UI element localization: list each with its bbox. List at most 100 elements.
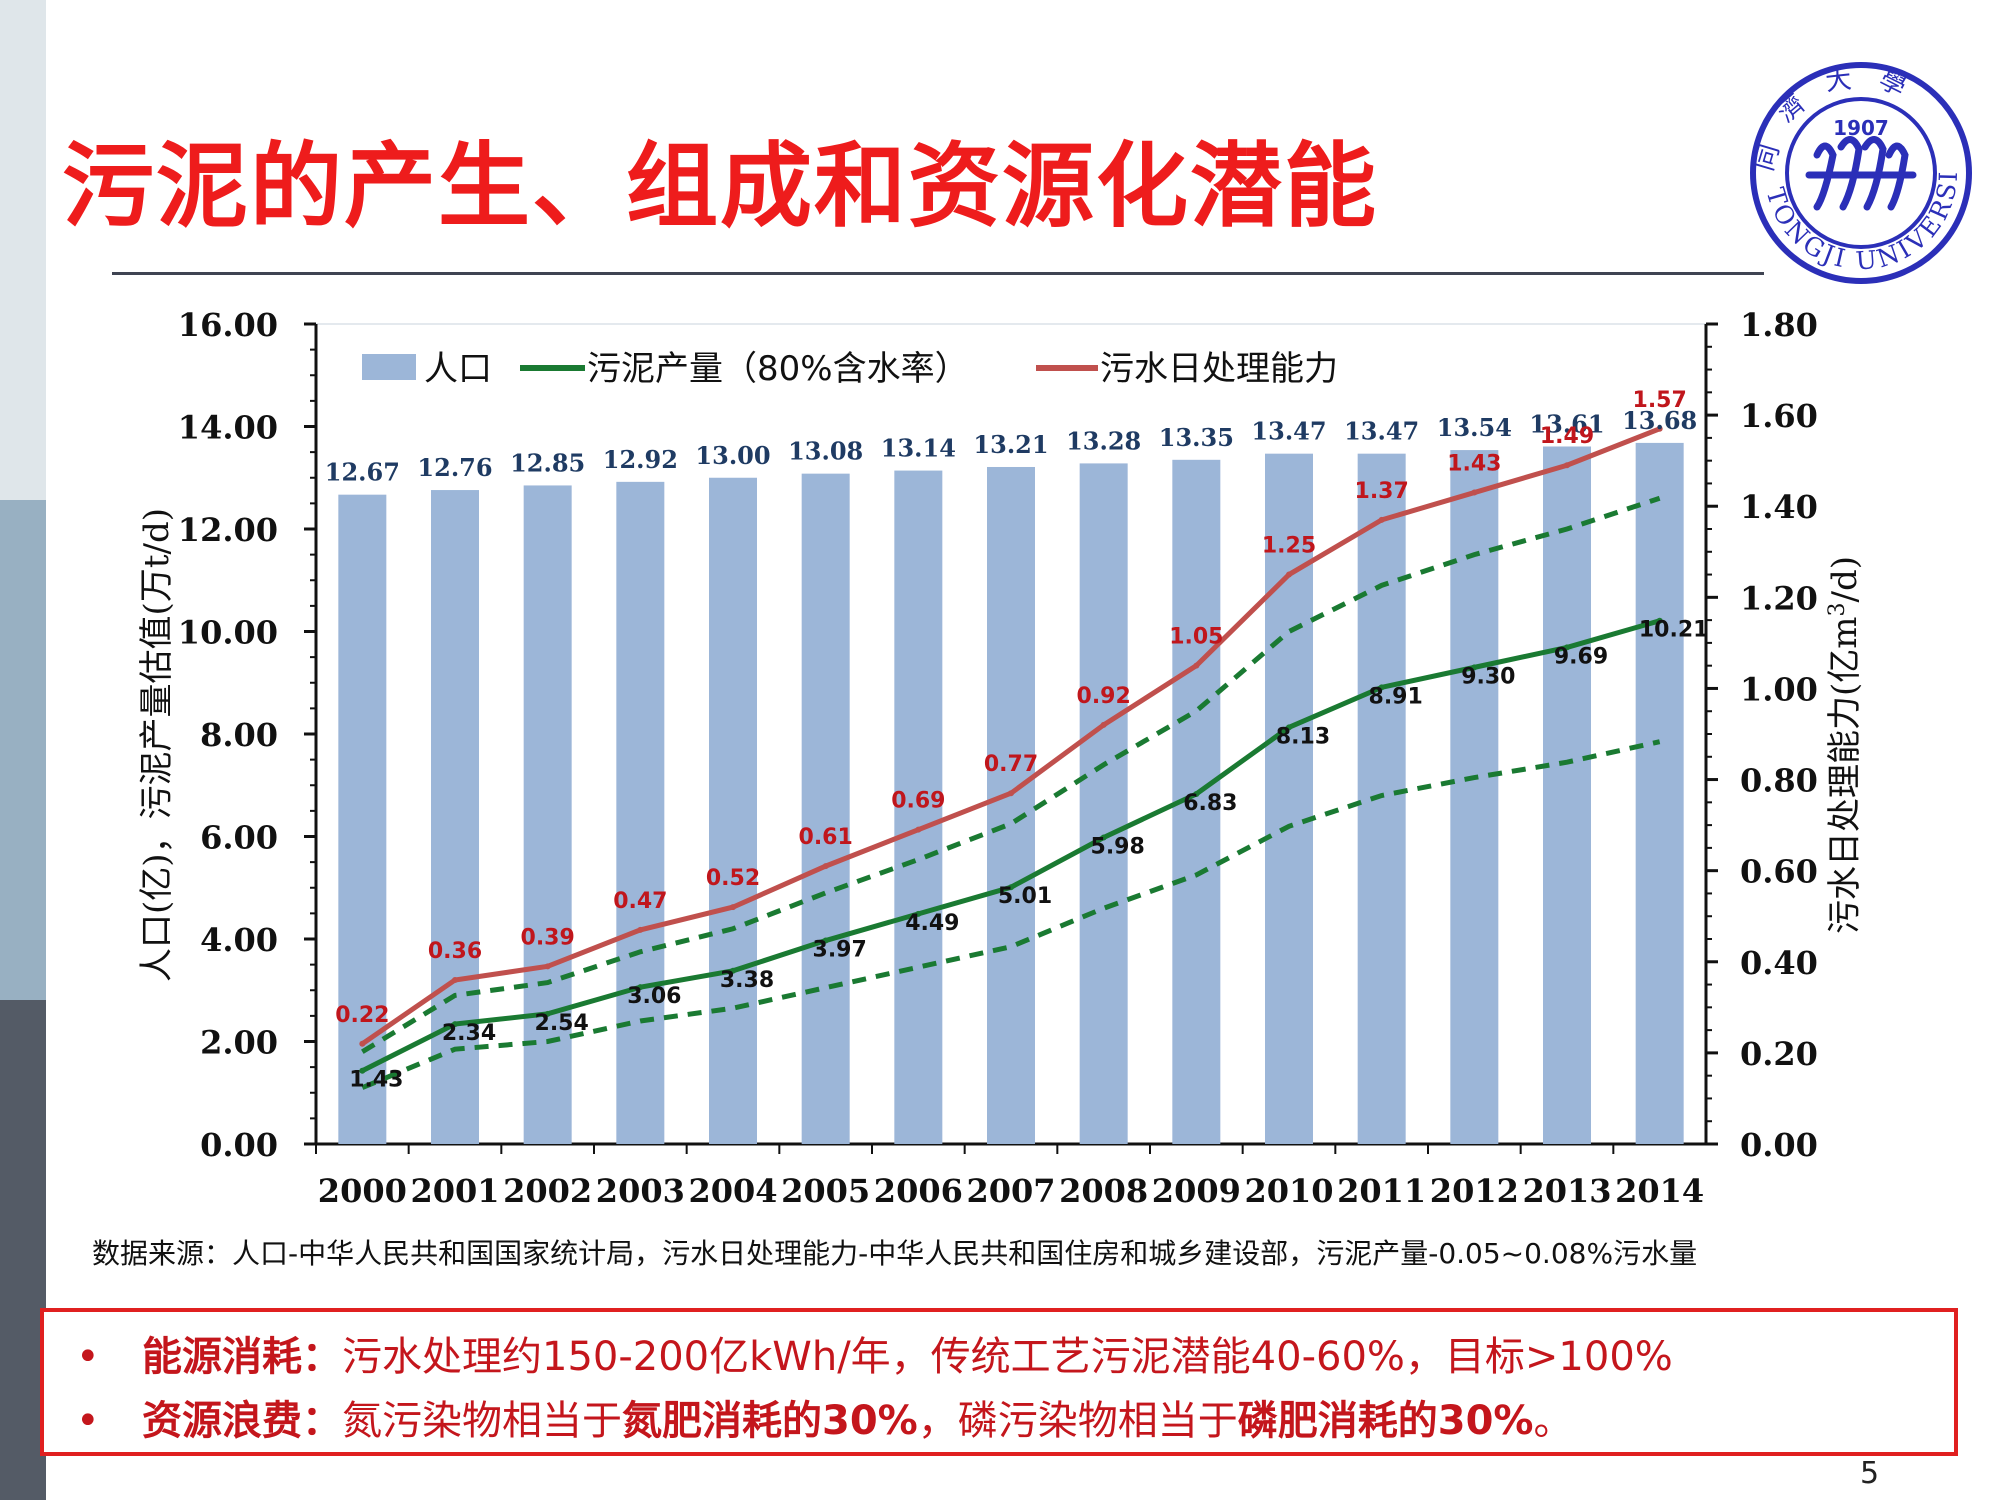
sludge-production-data-label: 8.91	[1369, 684, 1423, 709]
y-left-tick-label: 12.00	[178, 511, 278, 549]
note-resource-bold: 氮肥消耗的30%	[622, 1398, 918, 1444]
y-right-tick-label: 0.80	[1740, 762, 1818, 800]
sewage-capacity-data-label: 1.05	[1169, 625, 1223, 650]
population-data-label: 13.21	[973, 430, 1048, 459]
y-left-tick-label: 6.00	[200, 819, 278, 857]
note-resource: • 资源浪费：氮污染物相当于氮肥消耗的30%，磷污染物相当于磷肥消耗的30%。	[76, 1388, 1574, 1446]
sewage-capacity-data-label: 1.43	[1447, 452, 1501, 477]
sewage-capacity-point	[1378, 516, 1385, 523]
y-right-tick-label: 0.20	[1740, 1035, 1818, 1073]
population-data-label: 13.47	[1251, 417, 1326, 446]
note-resource-bold: 磷肥消耗的30%	[1237, 1398, 1534, 1444]
sludge-production-point	[359, 1067, 366, 1074]
sewage-capacity-data-label: 0.52	[706, 866, 760, 891]
y-left-tick-label: 0.00	[200, 1126, 278, 1164]
sewage-capacity-data-label: 0.69	[891, 789, 945, 814]
sewage-capacity-data-label: 0.61	[799, 825, 853, 850]
x-tick-label: 2008	[1059, 1172, 1148, 1210]
sludge-production-data-label: 5.98	[1091, 835, 1145, 860]
y-right-tick-label: 0.00	[1740, 1126, 1818, 1164]
sludge-lower-bound-line	[361, 739, 1661, 1090]
population-bar	[431, 490, 479, 1144]
population-bar	[709, 477, 757, 1144]
sludge-production-data-label: 8.13	[1276, 724, 1330, 749]
y-left-tick-label: 14.00	[178, 409, 278, 447]
population-bar	[1079, 463, 1128, 1144]
population-bar	[1543, 446, 1591, 1144]
population-data-label: 13.47	[1344, 417, 1419, 446]
y-axis-right-title: 污水日处理能力(亿m3/d)	[1825, 556, 1865, 934]
x-tick-label: 2003	[596, 1172, 685, 1210]
logo-year: 1907	[1833, 116, 1889, 140]
population-bar	[801, 473, 850, 1144]
note-resource-text: ，磷污染物相当于	[917, 1398, 1238, 1444]
legend: 人口 污泥产量（80%含水率） 污水日处理能力	[362, 349, 1338, 389]
sewage-capacity-point	[1100, 721, 1107, 728]
title-divider	[112, 272, 1764, 275]
left-accent-band-bottom	[0, 1000, 46, 1500]
data-source-note: 数据来源：人口-中华人民共和国国家统计局，污水日处理能力-中华人民共和国住房和城…	[92, 1237, 1698, 1270]
legend-label-sewage-capacity: 污水日处理能力	[1100, 349, 1338, 389]
note-resource-text: 氮污染物相当于	[342, 1398, 622, 1444]
population-data-label: 13.28	[1066, 426, 1141, 455]
y-right-tick-label: 1.20	[1740, 579, 1818, 617]
x-tick-label: 2000	[318, 1172, 407, 1210]
population-bar	[1635, 442, 1684, 1144]
population-bar	[1357, 453, 1406, 1145]
sludge-production-point	[1008, 884, 1014, 891]
y-left-tick-label: 4.00	[200, 921, 278, 959]
sewage-capacity-point	[1471, 489, 1478, 496]
population-data-label: 12.67	[325, 458, 400, 487]
sewage-capacity-data-label: 1.37	[1355, 479, 1409, 504]
slide-title: 污泥的产生、组成和资源化潜能	[62, 133, 1379, 240]
sewage-capacity-point	[1008, 790, 1014, 797]
sewage-capacity-point	[637, 926, 644, 933]
sludge-production-point	[1471, 664, 1478, 671]
sludge-production-data-label: 9.30	[1461, 664, 1515, 689]
x-tick-label: 2001	[410, 1172, 499, 1210]
legend-label-population: 人口	[424, 349, 492, 389]
x-tick-label: 2006	[874, 1172, 963, 1210]
population-data-label: 13.68	[1622, 406, 1697, 435]
note-resource-text: 。	[1533, 1398, 1574, 1444]
sludge-production-point	[730, 967, 736, 974]
population-data-label: 13.14	[881, 434, 956, 463]
sewage-capacity-point	[1286, 571, 1292, 578]
sludge-production-point	[1656, 617, 1663, 624]
note-energy-text: 污水处理约150-200亿kWh/年，传统工艺污泥潜能40-60%，目标>100…	[342, 1334, 1673, 1380]
population-data-label: 12.76	[417, 453, 492, 482]
sludge-production-data-label: 5.01	[998, 884, 1052, 909]
sewage-capacity-point	[915, 826, 922, 833]
sewage-capacity-point	[822, 863, 829, 870]
sludge-production-data-label: 2.34	[442, 1021, 496, 1046]
x-tick-label: 2011	[1337, 1172, 1426, 1210]
x-tick-label: 2013	[1522, 1172, 1611, 1210]
y-left-tick-label: 2.00	[200, 1024, 278, 1062]
chart: 人口(亿)，污泥产量估值(万t/d) 污水日处理能力(亿m3/d) 0.00 2.…	[137, 306, 1865, 1210]
sewage-capacity-data-label: 0.22	[335, 1003, 389, 1028]
logo-emblem-icon	[1805, 136, 1917, 211]
sludge-production-data-label: 3.38	[720, 968, 774, 993]
tongji-university-logo: 同濟大學 TONGJI UNIVERSITY 1907	[1735, 55, 1972, 284]
sewage-capacity-data-label: 1.25	[1262, 534, 1316, 559]
legend-swatch-population	[362, 354, 416, 380]
sludge-production-point	[1193, 790, 1200, 797]
sewage-capacity-point	[452, 977, 458, 983]
sewage-capacity-data-label: 0.47	[613, 889, 667, 914]
x-tick-label: 2012	[1430, 1172, 1519, 1210]
key-points-box: • 能源消耗：污水处理约150-200亿kWh/年，传统工艺污泥潜能40-60%，…	[40, 1308, 1958, 1456]
x-tick-label: 2002	[503, 1172, 592, 1210]
population-data-label: 12.85	[510, 448, 585, 477]
sewage-capacity-point	[1193, 662, 1200, 669]
sludge-production-point	[1100, 834, 1107, 841]
page-number: 5	[1860, 1456, 1880, 1491]
population-data-label: 13.00	[695, 441, 770, 470]
sludge-production-point	[637, 984, 644, 991]
legend-label-sludge: 污泥产量（80%含水率）	[587, 349, 969, 389]
sewage-capacity-point	[359, 1040, 366, 1047]
y-right-tick-label: 1.60	[1740, 397, 1818, 435]
sludge-production-data-label: 1.43	[349, 1068, 403, 1093]
left-accent-band-middle	[0, 500, 46, 1000]
sewage-capacity-point	[544, 963, 551, 970]
sludge-production-point	[915, 910, 922, 917]
